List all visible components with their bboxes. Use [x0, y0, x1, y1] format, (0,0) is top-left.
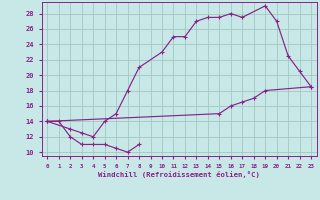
X-axis label: Windchill (Refroidissement éolien,°C): Windchill (Refroidissement éolien,°C) [98, 171, 260, 178]
